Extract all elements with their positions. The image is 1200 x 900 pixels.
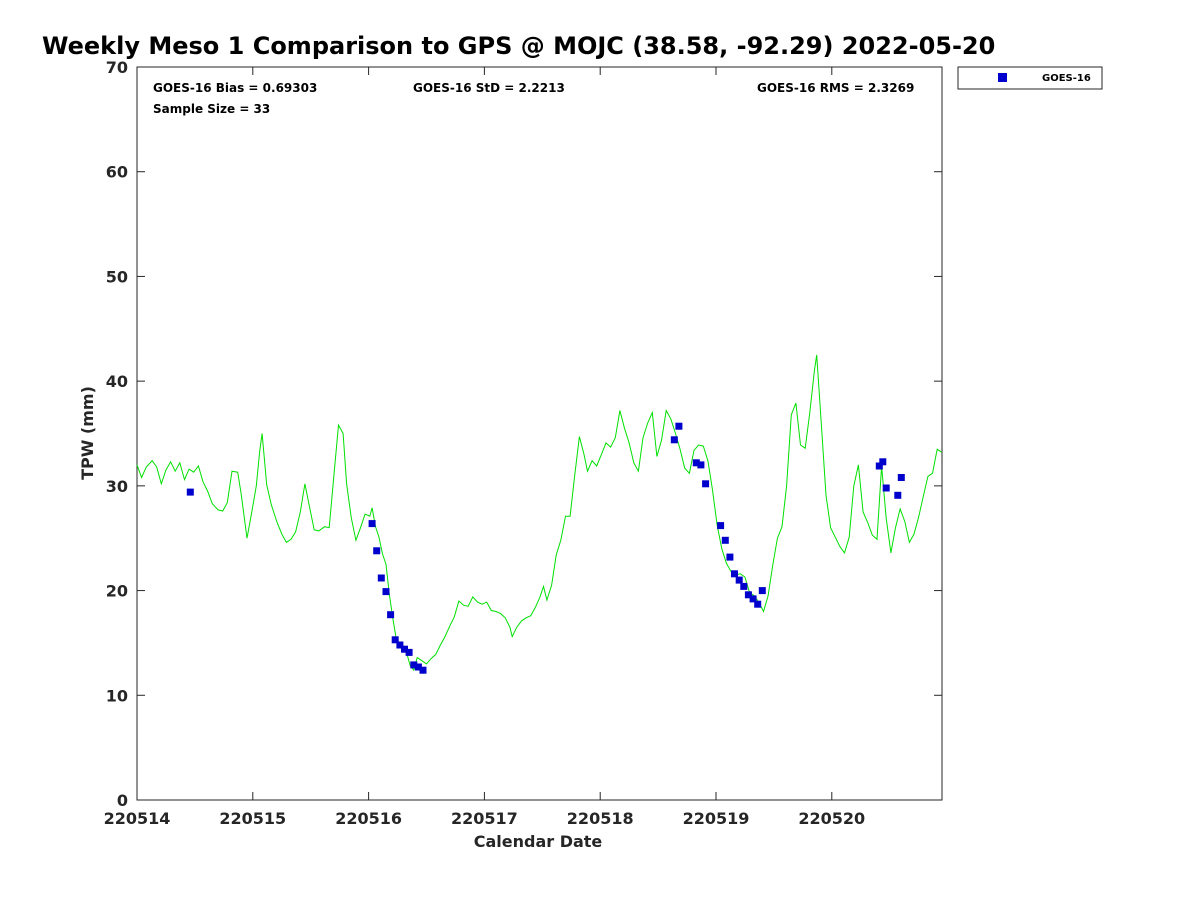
goes-16-point bbox=[391, 636, 399, 644]
goes-16-point bbox=[670, 436, 678, 444]
x-tick-label: 220517 bbox=[451, 809, 518, 828]
goes-16-point bbox=[692, 459, 700, 467]
series-layer bbox=[136, 354, 943, 674]
plot-area-frame bbox=[136, 66, 943, 801]
bias-stat: GOES-16 Bias = 0.69303 bbox=[153, 81, 317, 95]
gps-series-line bbox=[136, 354, 943, 672]
x-tick-label: 220516 bbox=[335, 809, 402, 828]
legend-marker-goes-16 bbox=[998, 73, 1007, 82]
sample-size-stat: Sample Size = 33 bbox=[153, 102, 270, 116]
y-tick-label: 70 bbox=[106, 58, 128, 77]
y-tick-label: 20 bbox=[106, 582, 128, 601]
goes-16-point bbox=[414, 663, 422, 671]
goes-16-point bbox=[410, 661, 418, 669]
goes-16-point bbox=[186, 488, 194, 496]
chart-title: Weekly Meso 1 Comparison to GPS @ MOJC (… bbox=[42, 32, 995, 60]
goes-16-point bbox=[387, 611, 395, 619]
x-tick-label: 220515 bbox=[219, 809, 286, 828]
legend-label-goes-16: GOES-16 bbox=[1042, 73, 1091, 84]
goes-16-point bbox=[731, 570, 738, 578]
rms-stat: GOES-16 RMS = 2.3269 bbox=[757, 81, 914, 95]
goes-16-point bbox=[875, 462, 883, 470]
goes-16-point bbox=[405, 648, 413, 656]
goes-16-point bbox=[879, 458, 887, 466]
goes-16-point bbox=[717, 522, 725, 530]
goes-16-point bbox=[744, 591, 752, 599]
goes-16-point bbox=[740, 582, 748, 590]
y-tick-label: 50 bbox=[106, 267, 128, 286]
goes-16-point bbox=[882, 484, 890, 492]
y-tick-label: 30 bbox=[106, 477, 128, 496]
x-axis-label: Calendar Date bbox=[474, 832, 603, 851]
y-axis-ticks: 0 10 20 30 40 50 60 70 bbox=[106, 58, 942, 810]
goes-16-point bbox=[735, 576, 743, 584]
goes-16-point bbox=[702, 480, 710, 488]
x-axis-ticks: 220514 220515 220516 220517 220518 220519 2205… bbox=[104, 67, 865, 828]
y-axis-label: TPW (mm) bbox=[78, 386, 97, 480]
y-tick-label: 0 bbox=[117, 791, 128, 810]
goes-16-point bbox=[401, 645, 408, 653]
goes-16-point bbox=[697, 461, 705, 469]
y-tick-label: 10 bbox=[106, 686, 128, 705]
goes-16-point bbox=[675, 422, 683, 430]
x-tick-label: 220518 bbox=[567, 809, 634, 828]
goes-16-point bbox=[721, 536, 729, 544]
goes-16-point bbox=[726, 553, 734, 561]
goes-16-point bbox=[377, 574, 385, 582]
legend: GOES-16 bbox=[957, 66, 1103, 90]
goes-16-point bbox=[373, 547, 381, 555]
goes-16-point bbox=[368, 520, 376, 528]
x-tick-label: 220519 bbox=[683, 809, 750, 828]
goes-16-point bbox=[396, 641, 404, 649]
goes-16-point bbox=[382, 588, 390, 596]
y-tick-label: 40 bbox=[106, 372, 128, 391]
x-tick-label: 220514 bbox=[104, 809, 171, 828]
x-tick-label: 220520 bbox=[798, 809, 865, 828]
std-stat: GOES-16 StD = 2.2213 bbox=[413, 81, 565, 95]
goes-16-point bbox=[894, 491, 902, 499]
goes-16-point bbox=[419, 666, 427, 674]
goes-16-point bbox=[754, 600, 762, 608]
goes-16-point bbox=[897, 474, 905, 481]
legend-box bbox=[957, 66, 1103, 90]
y-tick-label: 60 bbox=[106, 163, 128, 182]
goes-16-point bbox=[758, 587, 766, 595]
goes-16-point bbox=[749, 595, 757, 603]
